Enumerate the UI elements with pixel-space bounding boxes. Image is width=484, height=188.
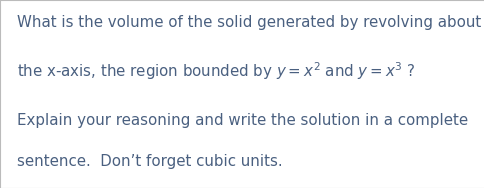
- Text: the x-axis, the region bounded by $y = x^2$ and $y = x^3$ ?: the x-axis, the region bounded by $y = x…: [17, 60, 415, 82]
- Text: Explain your reasoning and write the solution in a complete: Explain your reasoning and write the sol…: [17, 113, 467, 128]
- Text: sentence.  Don’t forget cubic units.: sentence. Don’t forget cubic units.: [17, 154, 282, 169]
- Text: What is the volume of the solid generated by revolving about: What is the volume of the solid generate…: [17, 15, 480, 30]
